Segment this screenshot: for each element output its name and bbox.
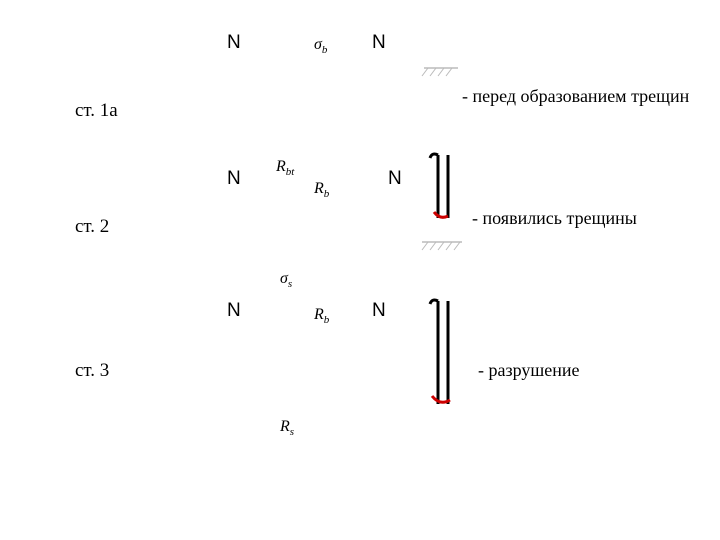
stage3-Rb-sym: R [314, 306, 324, 323]
stage2-N-left: N [227, 168, 241, 190]
stage2-note: - появились трещины [472, 208, 637, 229]
stage1-sigma-b-sym: σ [314, 36, 322, 53]
stage2-sigma-s: σs [280, 270, 292, 290]
stage3-Rb: Rb [314, 306, 329, 326]
stage1-ground-icon [418, 60, 468, 100]
stage2-sketch-icon [418, 150, 478, 260]
stage1-label: ст. 1а [75, 100, 118, 122]
stage3-sketch-icon [418, 296, 478, 426]
stage3-Rs-sub: s [290, 426, 294, 438]
stage2-label: ст. 2 [75, 216, 109, 238]
stage3-label: ст. 3 [75, 360, 109, 382]
stage3-note: - разрушение [478, 360, 579, 381]
stage1-sigma-b-sub: b [322, 44, 328, 56]
stage2-Rbt-sym: R [276, 158, 286, 175]
stage2-sigma-s-sub: s [288, 278, 292, 290]
stage2-Rb-sym: R [314, 180, 324, 197]
stage3-Rs-sym: R [280, 418, 290, 435]
stage1-note: - перед образованием трещин [462, 86, 689, 107]
stage3-Rb-sub: b [324, 314, 330, 326]
stage1-sigma-b: σb [314, 36, 327, 56]
stage2-Rb-sub: b [324, 188, 330, 200]
stage2-Rbt-sub: bt [286, 166, 295, 178]
stage1-N-left: N [227, 32, 241, 54]
stage2-sigma-s-sym: σ [280, 270, 288, 287]
stage3-Rs: Rs [280, 418, 294, 438]
stage2-N-right: N [388, 168, 402, 190]
stage3-N-right: N [372, 300, 386, 322]
stage3-N-left: N [227, 300, 241, 322]
stage2-Rbt: Rbt [276, 158, 294, 178]
stage1-N-right: N [372, 32, 386, 54]
stage2-Rb: Rb [314, 180, 329, 200]
